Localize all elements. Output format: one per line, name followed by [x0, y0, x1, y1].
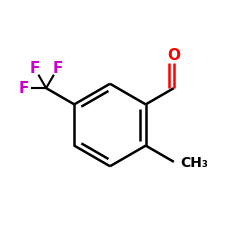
Text: CH₃: CH₃	[180, 156, 208, 170]
Text: F: F	[52, 61, 62, 76]
Text: F: F	[18, 80, 29, 96]
Text: O: O	[167, 48, 180, 62]
Text: F: F	[30, 61, 40, 76]
